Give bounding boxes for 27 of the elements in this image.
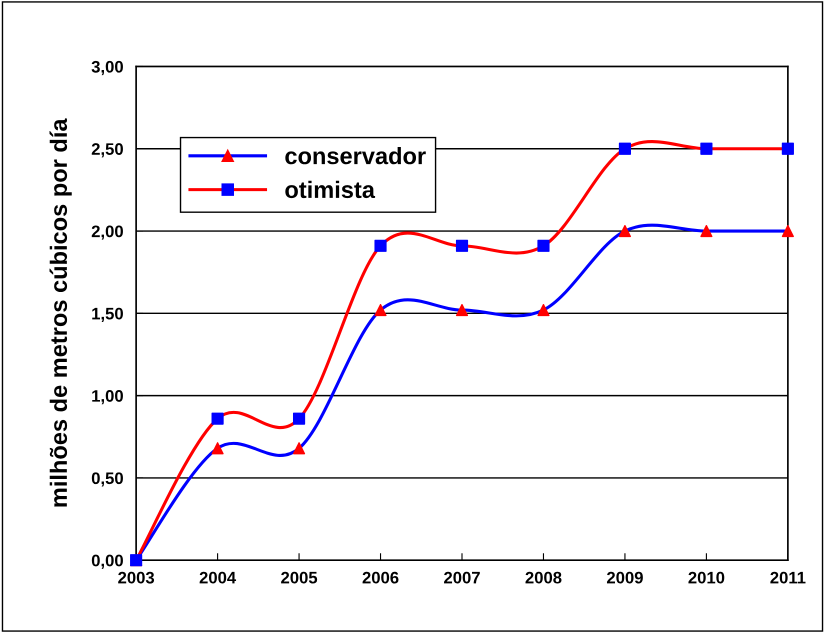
y-tick-label: 3,00 <box>92 60 123 76</box>
x-tick-label: 2005 <box>281 572 318 584</box>
y-tick-label: 0,50 <box>92 472 123 487</box>
point <box>782 224 794 238</box>
point <box>292 442 306 454</box>
y-tick-label: 0,00 <box>92 554 123 569</box>
y-tick-label: 2,50 <box>92 143 123 158</box>
legend-label: conservador <box>285 146 426 164</box>
y-tick-label: 1,50 <box>92 308 123 322</box>
point <box>456 304 468 316</box>
x-tick-label: 2010 <box>688 572 724 584</box>
point <box>618 224 632 238</box>
legend-label: otimista <box>285 180 376 198</box>
y-axis-title: milhões de metros cúbicos por día <box>50 118 72 507</box>
point <box>212 442 224 454</box>
point <box>374 304 387 316</box>
y-tick-label: 2,00 <box>92 225 123 240</box>
y-tick-label: 1,00 <box>92 390 123 404</box>
point <box>700 224 712 238</box>
x-tick-label: 2003 <box>118 572 154 584</box>
x-tick-label: 2006 <box>362 572 398 584</box>
x-tick-label: 2011 <box>770 572 806 584</box>
point <box>537 304 550 316</box>
x-tick-label: 2008 <box>526 572 562 584</box>
x-tick-label: 2007 <box>444 572 480 584</box>
x-tick-label: 2004 <box>200 572 236 584</box>
x-tick-label: 2009 <box>606 572 643 584</box>
